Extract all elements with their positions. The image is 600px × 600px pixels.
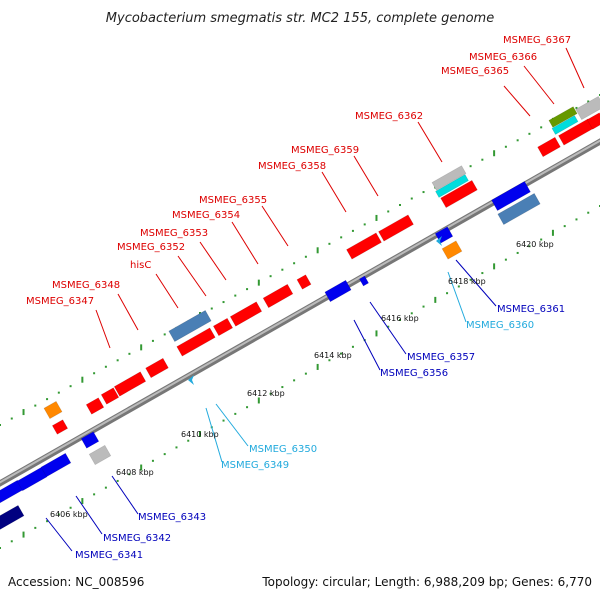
- gene-feature-block: [80, 431, 100, 449]
- gene-label-msmeg-6360[interactable]: MSMEG_6360: [466, 320, 534, 331]
- gene-feature-block: [435, 174, 469, 198]
- gene-label-layer: MSMEG_6347 MSMEG_6348 hisC MSMEG_6352 MSMEG_…: [26, 35, 571, 561]
- gene-label-msmeg-6358[interactable]: MSMEG_6358: [258, 161, 326, 172]
- leader-line: [177, 255, 207, 297]
- leader-line: [417, 121, 443, 163]
- gene-label-msmeg-6343[interactable]: MSMEG_6343: [138, 512, 206, 523]
- gene-label-msmeg-6347[interactable]: MSMEG_6347: [26, 296, 94, 307]
- gene-feature-block: [51, 419, 69, 435]
- small-feature-chevron: [436, 236, 442, 246]
- accession-text: Accession: NC_008596: [8, 575, 144, 589]
- gene-feature-block: [262, 283, 294, 309]
- gene-label-msmeg-6361[interactable]: MSMEG_6361: [497, 304, 565, 315]
- gene-label-msmeg-6366[interactable]: MSMEG_6366: [469, 52, 537, 63]
- tick-label: 6420 kbp: [516, 240, 554, 249]
- leader-line: [75, 495, 103, 535]
- gene-label-msmeg-6365[interactable]: MSMEG_6365: [441, 66, 509, 77]
- leader-line: [199, 241, 227, 281]
- gene-feature-block: [88, 444, 112, 466]
- tick-label: 6408 kbp: [116, 468, 154, 477]
- leader-line: [565, 47, 585, 89]
- gene-feature-block: [548, 106, 578, 128]
- gene-label-hisc[interactable]: hisC: [130, 260, 151, 271]
- leader-line: [353, 319, 381, 371]
- gene-feature-block: [497, 193, 541, 225]
- genome-summary-text: Topology: circular; Length: 6,988,209 bp…: [261, 575, 592, 589]
- tick-label: 6418 kbp: [448, 277, 486, 286]
- leader-line: [523, 65, 555, 105]
- gene-feature-block: [212, 317, 234, 337]
- leader-line: [117, 293, 139, 331]
- tick-label: 6410 kbp: [181, 430, 219, 439]
- feature-layer: [0, 95, 600, 532]
- gene-label-msmeg-6348[interactable]: MSMEG_6348: [52, 280, 120, 291]
- leader-line: [353, 155, 379, 197]
- leader-line: [231, 221, 259, 265]
- gene-feature-block: [168, 310, 212, 342]
- gene-label-msmeg-6354[interactable]: MSMEG_6354: [172, 210, 240, 221]
- gene-feature-block: [296, 274, 312, 290]
- leader-line: [369, 301, 407, 355]
- gene-feature-block: [43, 400, 63, 420]
- gene-feature-block: [176, 327, 216, 357]
- gene-feature-block: [100, 387, 120, 405]
- gene-feature-block: [537, 136, 561, 158]
- gene-feature-block: [85, 397, 105, 415]
- leader-line: [321, 171, 347, 213]
- gene-feature-block: [229, 301, 263, 327]
- gene-label-msmeg-6349[interactable]: MSMEG_6349: [221, 460, 289, 471]
- gene-label-msmeg-6352[interactable]: MSMEG_6352: [117, 242, 185, 253]
- leader-line-layer: [45, 47, 585, 552]
- gene-label-msmeg-6359[interactable]: MSMEG_6359: [291, 145, 359, 156]
- leader-line: [95, 309, 111, 349]
- gene-feature-block: [113, 371, 147, 397]
- leader-line: [503, 85, 531, 117]
- gene-feature-block: [575, 95, 600, 121]
- gene-feature-block: [586, 112, 600, 130]
- gene-label-msmeg-6362[interactable]: MSMEG_6362: [355, 111, 423, 122]
- gene-feature-block: [40, 452, 72, 478]
- gene-feature-block: [441, 240, 463, 260]
- leader-line: [447, 271, 467, 323]
- gene-feature-block: [145, 357, 169, 379]
- gene-label-msmeg-6357[interactable]: MSMEG_6357: [407, 352, 475, 363]
- tick-label: 6414 kbp: [314, 351, 352, 360]
- gene-label-msmeg-6350[interactable]: MSMEG_6350: [249, 444, 317, 455]
- gene-feature-block: [0, 504, 25, 532]
- gene-label-msmeg-6342[interactable]: MSMEG_6342: [103, 533, 171, 544]
- tick-label-layer: 6406 kbp 6408 kbp 6410 kbp 6412 kbp 6414 kbp…: [50, 240, 554, 519]
- tick-label: 6412 kbp: [247, 389, 285, 398]
- gene-feature-block: [431, 165, 467, 191]
- tick-label: 6416 kbp: [381, 314, 419, 323]
- leader-line: [261, 205, 289, 247]
- gene-label-msmeg-6367[interactable]: MSMEG_6367: [503, 35, 571, 46]
- gene-feature-block: [440, 179, 478, 209]
- tick-label: 6406 kbp: [50, 510, 88, 519]
- gene-label-msmeg-6341[interactable]: MSMEG_6341: [75, 550, 143, 561]
- small-feature-chevron: [188, 375, 194, 385]
- leader-line: [455, 259, 497, 307]
- map-title: Mycobacterium smegmatis str. MC2 155, co…: [106, 11, 494, 26]
- gene-label-msmeg-6353[interactable]: MSMEG_6353: [140, 228, 208, 239]
- leader-line: [215, 403, 249, 447]
- leader-line: [155, 273, 179, 309]
- gene-feature-block: [346, 232, 382, 260]
- gene-feature-block: [551, 115, 579, 135]
- gene-feature-block: [359, 275, 369, 287]
- gene-feature-block: [378, 214, 414, 242]
- gene-label-msmeg-6356[interactable]: MSMEG_6356: [380, 368, 448, 379]
- gene-feature-block: [324, 279, 352, 303]
- leader-line: [45, 517, 73, 552]
- gene-label-msmeg-6355[interactable]: MSMEG_6355: [199, 195, 267, 206]
- leader-line: [205, 407, 223, 463]
- leader-line: [111, 475, 139, 515]
- gene-feature-block: [491, 180, 531, 212]
